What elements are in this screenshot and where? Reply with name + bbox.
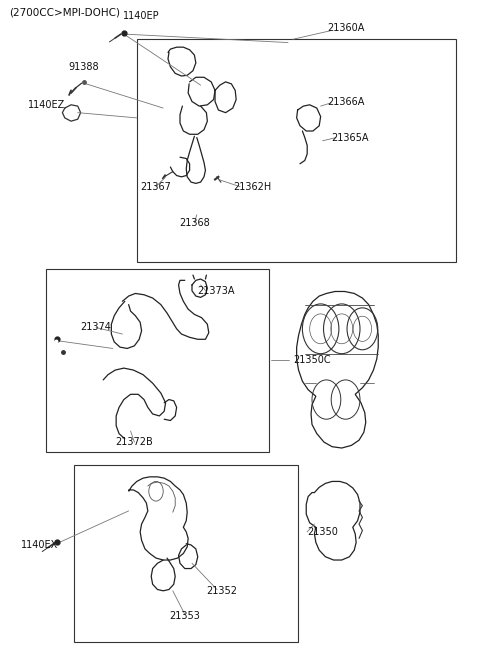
Text: (2700CC>MPI-DOHC): (2700CC>MPI-DOHC) — [9, 8, 120, 18]
Text: 1140EP: 1140EP — [123, 11, 160, 22]
Text: 21352: 21352 — [206, 586, 237, 596]
Text: 21350: 21350 — [307, 527, 338, 537]
Bar — [46, 269, 269, 452]
Text: 21362H: 21362H — [233, 181, 271, 192]
Bar — [137, 39, 456, 262]
Text: 21360A: 21360A — [327, 22, 364, 33]
Text: 1140EX: 1140EX — [21, 540, 58, 550]
Text: 21365A: 21365A — [332, 132, 369, 143]
Text: 21372B: 21372B — [116, 437, 153, 447]
Text: 21373A: 21373A — [197, 286, 235, 297]
Text: 91388: 91388 — [69, 62, 99, 72]
Text: 21368: 21368 — [179, 217, 210, 228]
Text: 21374: 21374 — [81, 322, 111, 333]
Text: 21366A: 21366A — [327, 96, 364, 107]
Text: 1140EZ: 1140EZ — [28, 100, 66, 110]
Text: 21350C: 21350C — [293, 355, 330, 365]
Text: 21353: 21353 — [169, 610, 200, 621]
Bar — [74, 465, 298, 642]
Text: 21367: 21367 — [141, 181, 171, 192]
